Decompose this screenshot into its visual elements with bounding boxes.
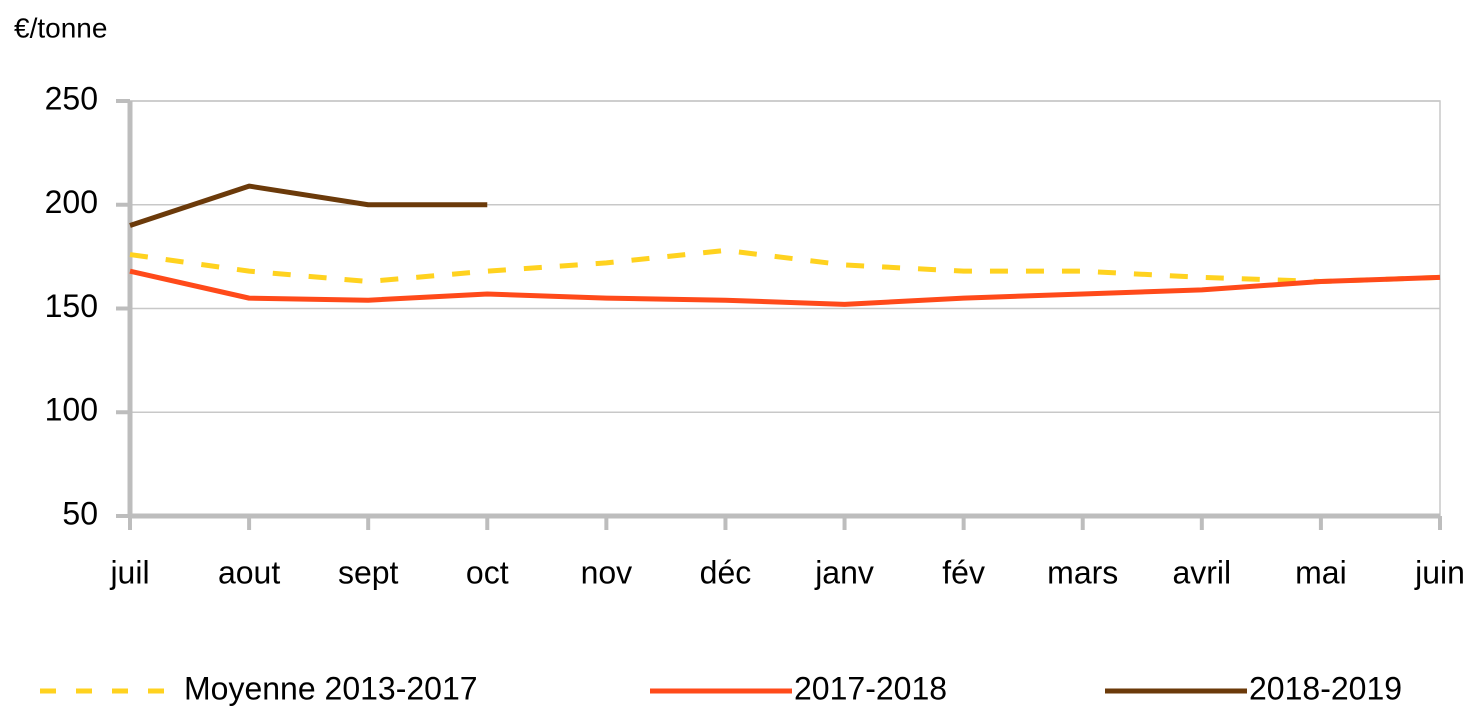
x-tick-label: nov	[581, 554, 633, 590]
x-tick-label: avril	[1172, 554, 1231, 590]
series-line	[129, 247, 1441, 285]
x-tick-label: janv	[814, 554, 874, 590]
y-axis-label: €/tonne	[14, 12, 107, 43]
y-tick-label: 200	[45, 184, 98, 220]
x-tick-label: oct	[466, 554, 509, 590]
y-tick-label: 50	[62, 495, 98, 531]
y-tick-label: 150	[45, 288, 98, 324]
x-tick-label: mars	[1047, 554, 1118, 590]
series-line	[129, 183, 488, 228]
x-tick-label: sept	[338, 554, 399, 590]
legend-label: 2017-2018	[794, 670, 947, 706]
x-tick-label: fév	[942, 554, 985, 590]
x-tick-label: déc	[700, 554, 752, 590]
legend-label: Moyenne 2013-2017	[184, 670, 478, 706]
x-tick-label: juin	[1414, 554, 1465, 590]
x-tick-label: juil	[109, 554, 149, 590]
series-line	[129, 268, 1441, 307]
x-tick-label: aout	[218, 554, 280, 590]
y-tick-label: 250	[45, 80, 98, 116]
y-tick-label: 100	[45, 392, 98, 428]
legend-label: 2018-2019	[1249, 670, 1402, 706]
x-tick-label: mai	[1295, 554, 1347, 590]
